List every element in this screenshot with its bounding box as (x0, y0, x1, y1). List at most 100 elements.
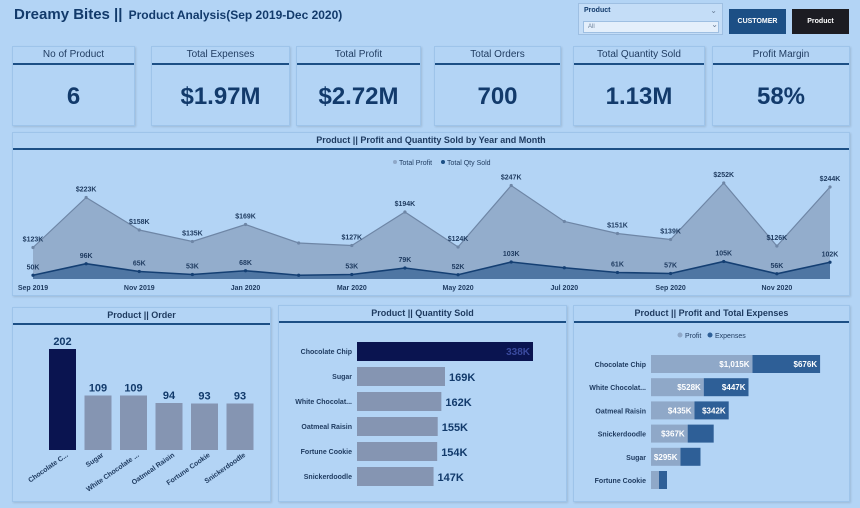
order-category-label: Sugar (85, 452, 105, 469)
expense-bar (680, 447, 701, 466)
chevron-down-icon[interactable]: ⌄ (710, 6, 717, 15)
profit-area (33, 183, 830, 279)
order-bar (84, 395, 112, 450)
x-tick-label: Sep 2019 (18, 285, 48, 292)
kpi-title: Total Expenses (186, 49, 255, 60)
profit-data-label: $169K (235, 214, 256, 221)
profit-data-label: $135K (182, 231, 203, 238)
order-bar (191, 403, 218, 450)
qty-category-label: Chocolate Chip (301, 349, 352, 356)
qty-point (243, 269, 248, 273)
slicer-label: Product (584, 7, 611, 14)
chart-title: Product || Profit and Total Expenses (634, 308, 789, 318)
qty-point (456, 273, 460, 277)
profit-point (243, 222, 248, 227)
profit-expense-chart-panel: Product || Profit and Total Expenses Pro… (573, 305, 850, 502)
qty-bar (357, 367, 445, 386)
qty-data-label: 52K (452, 264, 465, 271)
qty-point (137, 269, 141, 274)
order-value-label: 109 (89, 383, 107, 395)
qty-data-label: 96K (80, 253, 93, 260)
profit-point (190, 239, 194, 244)
profit-data-label: $139K (660, 229, 681, 236)
order-bar (120, 395, 147, 450)
chart-title: Product || Order (107, 310, 176, 320)
qty-bar (357, 442, 438, 461)
report-subtitle: Product Analysis(Sep 2019-Dec 2020) (128, 8, 343, 22)
dropdown-chevron-icon[interactable]: ⌄ (711, 20, 718, 29)
qty-data-label: 79K (399, 257, 412, 264)
kpi-title: Profit Margin (752, 49, 810, 60)
order-value-label: 93 (234, 391, 246, 403)
profit-point (137, 228, 141, 232)
qty-value-label: 338K (506, 347, 531, 358)
qty-value-label: 154K (441, 447, 467, 459)
qty-area (33, 261, 830, 279)
qty-data-label: 61K (611, 262, 624, 269)
profit-data-label: $123K (23, 237, 44, 244)
kpi-value: 58% (756, 83, 806, 110)
qty-data-label: 103K (503, 251, 520, 258)
qty-point (403, 266, 407, 270)
profit-point (350, 243, 354, 248)
customer-page-button[interactable]: CUSTOMER (729, 9, 786, 34)
profit-data-label: $247K (501, 175, 522, 182)
kpi-value: $2.72M (318, 83, 399, 110)
kpi-title: No of Product (42, 49, 105, 60)
profit-point (84, 195, 88, 200)
qty-data-label: 105K (715, 251, 732, 258)
order-value-label: 94 (163, 390, 176, 402)
kpi-card-quantity: Total Quantity Sold 1.13M (573, 46, 705, 126)
profit-point (31, 245, 35, 250)
kpi-card-orders: Total Orders 700 (434, 46, 561, 126)
profit-value-label: $528K (677, 383, 701, 392)
qty-point (509, 260, 513, 264)
qty-point (31, 273, 35, 277)
qty-value-label: 155K (442, 422, 468, 434)
profit-bar (651, 447, 681, 466)
x-tick-label: Jul 2020 (551, 285, 579, 292)
x-tick-label: Sep 2020 (655, 285, 685, 292)
chart-title: Product || Profit and Quantity Sold by Y… (316, 135, 546, 145)
kpi-value: 700 (477, 83, 518, 110)
profit-bar (651, 471, 659, 489)
qty-data-label: 53K (186, 264, 199, 271)
profit-data-label: $124K (448, 236, 469, 243)
product-page-button[interactable]: Product (792, 9, 849, 34)
legend-marker-profit (677, 332, 683, 338)
order-value-label: 93 (198, 391, 210, 403)
kpi-card-margin: Profit Margin 58% (712, 46, 850, 126)
trend-chart: Total Profit Total Qty Sold $123K 50K $223K 9… (18, 160, 840, 292)
expense-bar (703, 378, 749, 397)
order-category-label: Chocolate C... (27, 452, 69, 485)
trend-chart-panel: Product || Profit and Quantity Sold by Y… (12, 132, 850, 296)
profit-point (509, 183, 513, 188)
profit-point (615, 231, 620, 236)
expense-bar (687, 424, 714, 443)
qty-point (562, 266, 566, 270)
qty-category-label: Fortune Cookie (301, 449, 352, 456)
qty-point (722, 259, 726, 264)
order-chart-panel: Product || Order 202 Chocolate C... 109 Sug… (12, 307, 271, 502)
qty-bar (357, 392, 442, 411)
x-tick-label: Jan 2020 (231, 285, 261, 292)
profit-bar (651, 401, 695, 420)
legend-label-profit: Total Profit (399, 160, 432, 167)
legend-label-expenses: Expenses (715, 333, 746, 340)
profit-data-label: $127K (341, 235, 362, 242)
product-slicer[interactable]: Product ⌄ All ⌄ (578, 3, 723, 35)
qty-data-label: 50K (27, 264, 40, 271)
profit-data-label: $194K (395, 201, 416, 208)
profit-value-label: $367K (661, 430, 685, 439)
profit-data-label: $158K (129, 219, 150, 226)
qty-line (32, 260, 831, 277)
pe-category-label: Chocolate Chip (595, 362, 646, 369)
qty-point (669, 271, 673, 276)
profit-point (562, 219, 566, 224)
order-bar (155, 403, 183, 450)
slicer-dropdown[interactable]: All (583, 21, 719, 33)
qty-point (84, 262, 88, 266)
profit-bar (651, 378, 704, 397)
qty-data-label: 56K (770, 263, 783, 270)
